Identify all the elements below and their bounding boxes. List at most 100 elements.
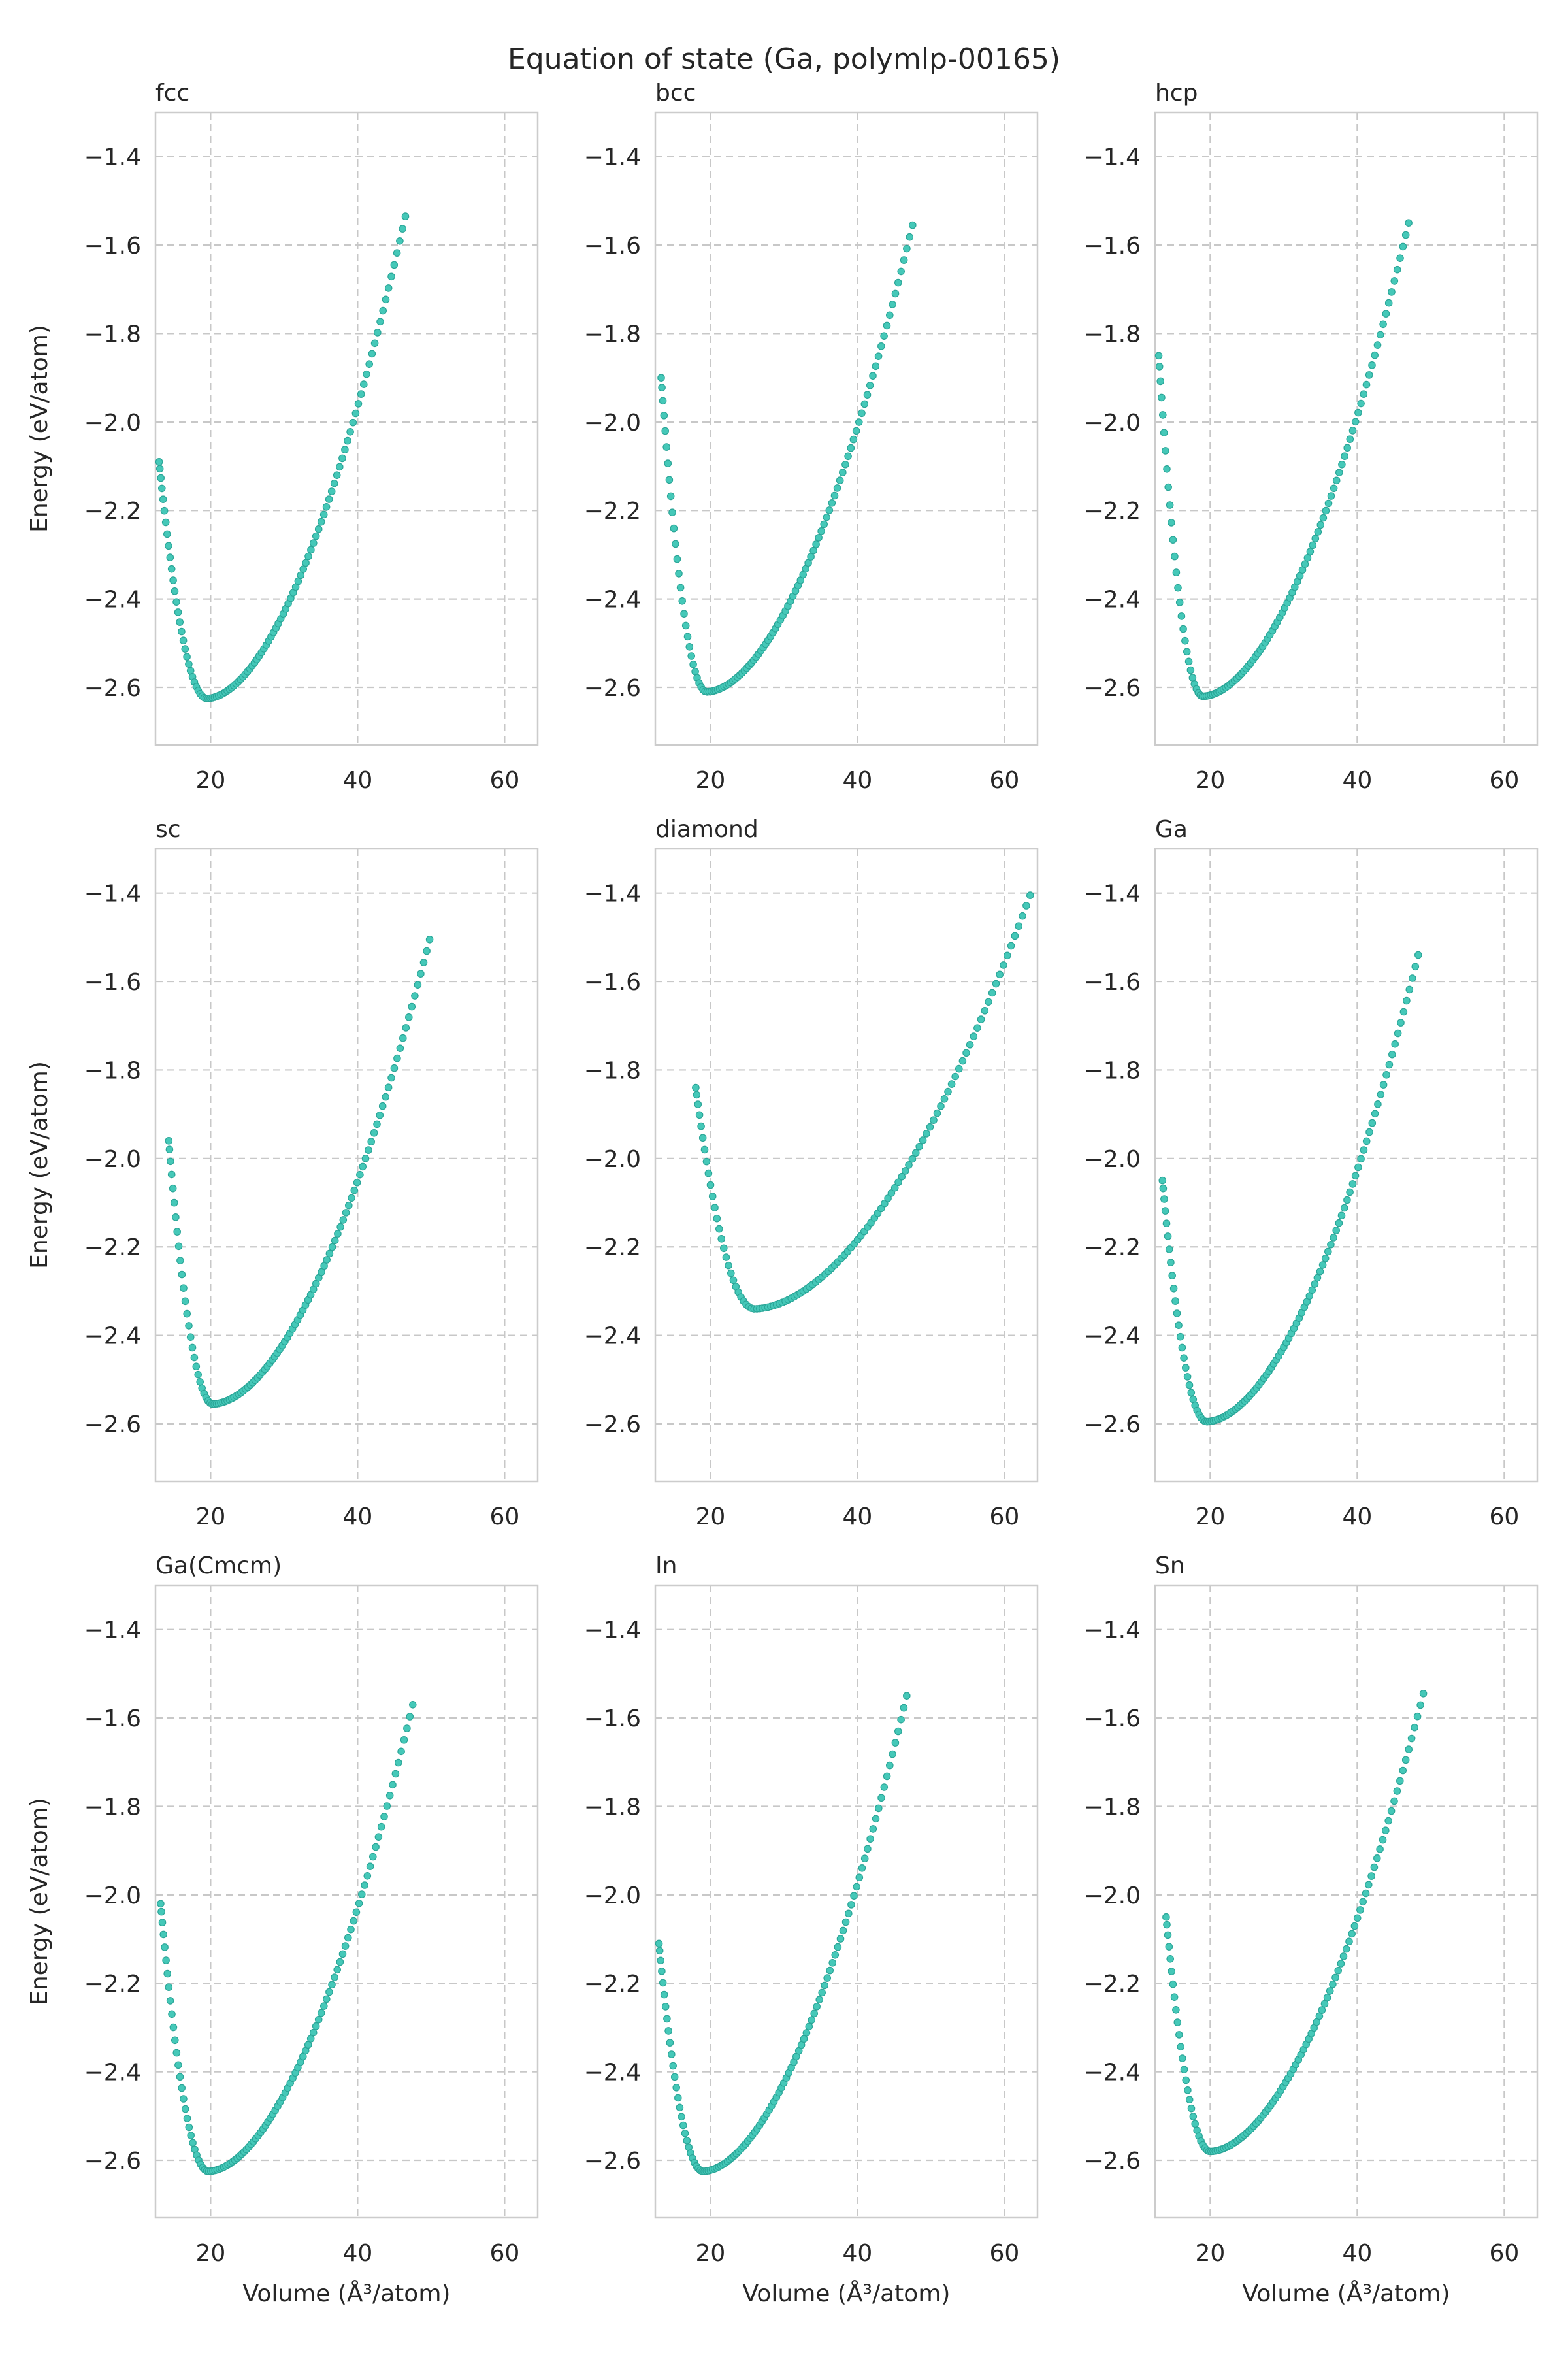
x-tick-label: 20 — [1195, 1504, 1225, 1530]
data-point — [1343, 444, 1351, 452]
data-point — [1362, 1889, 1370, 1898]
data-point — [391, 1770, 400, 1778]
subplot-ga-cmcm-: Ga(Cmcm) 20 40 60 −1.4 −1.6 −1.8 −2.0 −2.2 −2.4 −2… — [26, 1553, 539, 2307]
data-point — [1330, 1234, 1337, 1242]
data-point — [172, 1213, 180, 1221]
data-point — [898, 1172, 906, 1181]
data-point — [676, 2103, 684, 2112]
data-point — [664, 2027, 672, 2035]
subplot-bcc: bcc 20 40 60 −1.4 −1.6 −1.8 −2.0 −2.2 −2.4 −2.6 — [584, 80, 1039, 794]
data-point — [657, 374, 665, 382]
data-point — [655, 1947, 664, 1955]
data-point — [331, 1973, 338, 1981]
data-point — [836, 476, 844, 484]
data-point — [1318, 1261, 1327, 1269]
data-point — [855, 418, 863, 426]
data-point — [666, 2039, 674, 2047]
data-point — [970, 1032, 978, 1040]
data-point — [178, 627, 186, 636]
data-point — [373, 1120, 381, 1128]
data-point — [1351, 1172, 1360, 1180]
data-point — [1346, 435, 1354, 443]
data-point — [863, 391, 872, 399]
data-point — [1164, 483, 1172, 491]
data-point — [858, 1864, 866, 1872]
data-point — [683, 2137, 691, 2145]
subplot-title: fcc — [155, 80, 189, 107]
data-point — [981, 1007, 989, 1015]
data-point — [1168, 1968, 1175, 1975]
data-point — [309, 539, 318, 547]
data-point — [1388, 288, 1396, 296]
y-tick-label: −1.4 — [84, 881, 141, 908]
data-point — [697, 1122, 705, 1130]
data-point — [977, 1015, 985, 1023]
x-tick-label: 60 — [489, 1504, 519, 1530]
data-point — [1346, 1188, 1354, 1196]
data-point — [823, 513, 830, 521]
data-point — [176, 1257, 184, 1264]
data-point — [1162, 447, 1169, 455]
data-point — [157, 1907, 165, 1916]
axes-frame — [154, 111, 539, 746]
data-point — [820, 520, 828, 529]
data-point — [1322, 506, 1330, 515]
data-point — [1405, 985, 1414, 994]
data-point — [384, 1083, 393, 1091]
data-point — [1350, 1922, 1359, 1930]
subplot-in: In 20 40 60 −1.4 −1.6 −1.8 −2.0 −2.2 −2.4 −2.6 Volu… — [584, 1553, 1039, 2307]
axes-frame — [654, 848, 1039, 1483]
data-point — [368, 1853, 377, 1861]
x-tick-label: 40 — [1342, 1504, 1372, 1530]
data-point — [1391, 1040, 1399, 1048]
data-point — [312, 532, 320, 540]
data-point — [880, 1783, 889, 1791]
data-point — [186, 1333, 195, 1341]
data-point — [908, 1155, 917, 1163]
data-point — [815, 1996, 823, 2003]
data-point — [1170, 1993, 1179, 2001]
data-point — [333, 1966, 341, 1974]
data-point — [174, 2061, 182, 2069]
data-point — [1166, 501, 1174, 509]
data-point — [1405, 1745, 1413, 1753]
data-point — [847, 444, 855, 452]
data-point — [880, 332, 888, 340]
data-point — [662, 443, 670, 451]
y-tick-label: −1.6 — [1084, 1705, 1141, 1732]
data-point — [341, 1942, 350, 1950]
data-point — [1382, 1071, 1390, 1079]
data-point — [403, 1724, 411, 1732]
data-point — [376, 318, 384, 326]
y-tick-label: −2.6 — [1084, 1411, 1141, 1438]
data-point — [1390, 277, 1399, 285]
data-point — [353, 1179, 361, 1187]
data-point — [689, 660, 697, 668]
y-tick-label: −2.2 — [1084, 1971, 1141, 1998]
data-point — [845, 1909, 853, 1918]
data-point — [1191, 2120, 1199, 2128]
data-point — [725, 1261, 732, 1270]
data-point — [698, 1134, 707, 1142]
y-tick-label: −2.6 — [584, 675, 641, 702]
data-points — [155, 212, 410, 702]
data-points — [657, 221, 917, 696]
data-point — [1171, 1297, 1179, 1305]
data-point — [807, 553, 815, 561]
data-point — [165, 1145, 174, 1153]
data-point — [1313, 1274, 1322, 1282]
y-tick-label: −2.2 — [584, 1971, 641, 1998]
y-tick-label: −2.4 — [1084, 587, 1141, 614]
data-point — [853, 1883, 860, 1891]
data-point — [864, 1845, 872, 1853]
data-point — [988, 989, 996, 997]
data-point — [1174, 584, 1182, 592]
data-point — [1353, 1914, 1362, 1922]
data-point — [155, 465, 164, 473]
data-point — [165, 542, 172, 550]
data-point — [167, 565, 176, 573]
data-point — [1183, 648, 1191, 656]
data-point — [874, 352, 883, 360]
data-point — [367, 1138, 375, 1145]
data-point — [1360, 390, 1368, 398]
